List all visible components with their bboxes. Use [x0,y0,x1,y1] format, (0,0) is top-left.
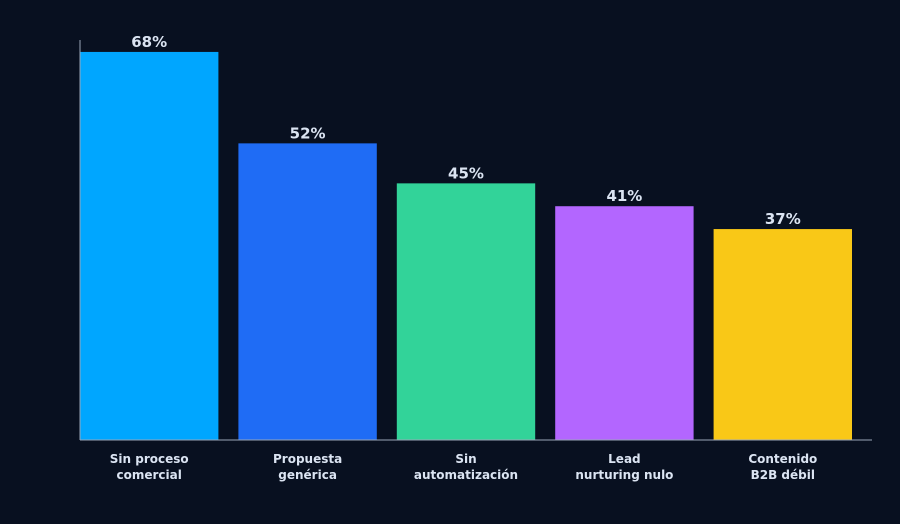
category-label-3: Sin automatización [414,452,518,482]
value-label-4: 41% [606,187,642,205]
bar-3 [396,183,536,440]
bar-1 [80,51,219,441]
value-label-2: 52% [290,124,326,142]
bars-layer [80,51,852,441]
value-label-5: 37% [765,210,801,228]
bar-5 [713,229,852,440]
value-label-1: 68% [131,33,167,51]
category-label-5: Contenido B2B débil [748,452,817,482]
value-label-3: 45% [448,164,484,182]
category-label-1: Sin proceso comercial [110,452,189,482]
category-label-4: Lead nurturing nulo [575,452,673,482]
category-label-2: Propuesta genérica [273,452,342,482]
bar-4 [555,206,694,440]
category-labels-layer: Sin proceso comercial Propuesta genérica Sin… [110,452,818,482]
bar-2 [238,143,377,440]
value-labels-layer: 68% 52% 45% 41% 37% [131,33,801,228]
